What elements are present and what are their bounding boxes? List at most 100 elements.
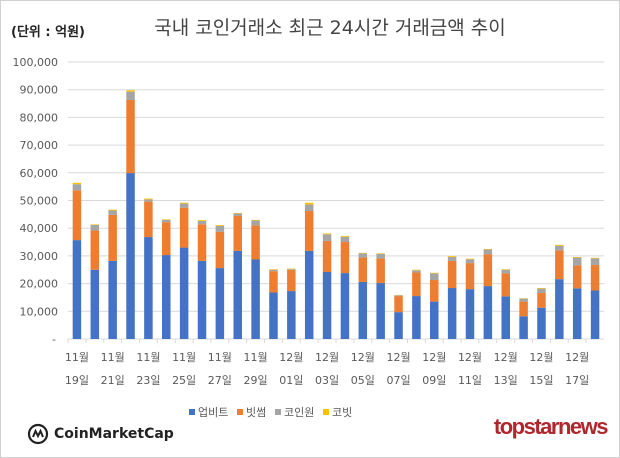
bar-segment — [537, 307, 546, 339]
bar-segment — [287, 269, 296, 271]
bar-segment — [90, 230, 100, 270]
bar-segment — [430, 301, 439, 339]
bar-segment — [572, 265, 582, 289]
bar-segment — [322, 240, 332, 272]
x-tick-label-month: 12월 — [529, 351, 553, 364]
x-tick-label-day: 19일 — [65, 373, 89, 387]
bar-segment — [322, 234, 332, 241]
bar-segment — [269, 269, 278, 270]
bar-segment — [108, 209, 117, 211]
bar-segment — [590, 265, 600, 291]
x-tick-label-day: 13일 — [494, 373, 518, 387]
bar-segment — [394, 296, 403, 313]
bar-segment — [269, 292, 278, 339]
x-tick-label-month: 12월 — [315, 351, 339, 364]
bar-segment — [537, 288, 546, 289]
bar-segment — [304, 211, 314, 251]
x-tick-label-day: 23일 — [136, 373, 160, 387]
x-tick-label-month: 12월 — [422, 351, 446, 364]
bar-segment — [144, 201, 153, 238]
bar-segment — [269, 271, 278, 293]
bar-segment — [483, 249, 493, 255]
x-tick-label-month: 11월 — [172, 351, 196, 364]
bar-segment — [108, 260, 117, 339]
bar-segment — [412, 269, 421, 271]
bar-segment — [144, 199, 153, 202]
bar-segment — [269, 269, 278, 272]
bar-segment — [233, 213, 242, 217]
x-tick-label-day: 29일 — [244, 373, 268, 387]
x-tick-label-day: 27일 — [208, 373, 232, 387]
bar-segment — [358, 257, 368, 282]
legend-swatch — [323, 409, 329, 415]
bar-segment — [197, 260, 207, 339]
bar-segment — [358, 252, 368, 254]
bar-segment — [483, 286, 493, 339]
bar-segment — [501, 296, 510, 339]
bar-segment — [340, 242, 350, 274]
bar-segment — [447, 257, 457, 261]
bar-segment — [233, 250, 242, 339]
legend-swatch — [189, 409, 195, 415]
bar-segment — [572, 288, 582, 339]
bar-segment — [501, 269, 510, 270]
legend-swatch — [275, 409, 281, 415]
x-tick-label-month: 11월 — [136, 351, 160, 364]
bar-segment — [501, 269, 510, 274]
bar-segment — [340, 273, 350, 339]
x-tick-label-month: 11월 — [65, 351, 89, 364]
bar-segment — [179, 202, 189, 204]
bar-segment — [590, 290, 600, 339]
x-tick-label-month: 12월 — [279, 351, 303, 364]
bar-segment — [126, 173, 135, 339]
bar-segment — [215, 225, 225, 232]
bar-segment — [447, 260, 457, 289]
bar-segment — [197, 220, 207, 221]
legend-label: 빗썸 — [246, 406, 266, 419]
bar-segment — [501, 273, 510, 297]
bar-segment — [126, 91, 135, 100]
x-tick-label-day: 25일 — [172, 373, 196, 387]
bar-segment — [72, 240, 82, 339]
bar-segment — [162, 219, 171, 223]
bar-segment — [394, 312, 403, 339]
bar-segment — [126, 90, 135, 92]
x-tick-label-day: 09일 — [422, 373, 446, 387]
bar-segment — [144, 237, 153, 339]
bar-segment — [340, 235, 350, 237]
bar-segment — [537, 288, 546, 294]
bar-segment — [90, 224, 100, 231]
bar-segment — [108, 210, 117, 215]
bar-segment — [376, 253, 385, 254]
coinmarketcap-text: CoinMarketCap — [54, 426, 174, 442]
bar-segment — [376, 253, 385, 259]
y-tick-label: 100,000 — [13, 56, 59, 69]
bar-segment — [251, 220, 260, 226]
bar-segment — [72, 190, 82, 241]
x-tick-label-month: 12월 — [494, 351, 518, 364]
bar-segment — [430, 279, 439, 302]
bar-segment — [162, 255, 171, 339]
x-tick-label-month: 12월 — [386, 351, 410, 364]
y-tick-label: 90,000 — [20, 84, 59, 97]
bar-segment — [304, 204, 314, 212]
bar-segment — [90, 269, 100, 339]
bar-segment — [555, 244, 564, 246]
bar-segment — [483, 254, 493, 287]
x-tick-label-month: 11월 — [244, 351, 268, 364]
bar-segment — [555, 279, 564, 339]
bar-segment — [412, 296, 421, 339]
bar-segment — [555, 250, 564, 280]
y-tick-label: 20,000 — [20, 278, 59, 291]
bar-segment — [287, 268, 296, 270]
bar-segment — [215, 268, 225, 339]
bar-segment — [430, 272, 439, 274]
bar-segment — [197, 224, 207, 261]
x-tick-label-month: 12월 — [351, 351, 375, 364]
bar-segment — [179, 207, 189, 248]
bar-segment — [394, 295, 403, 297]
bar-segment — [179, 247, 189, 339]
bar-segment — [287, 270, 296, 292]
